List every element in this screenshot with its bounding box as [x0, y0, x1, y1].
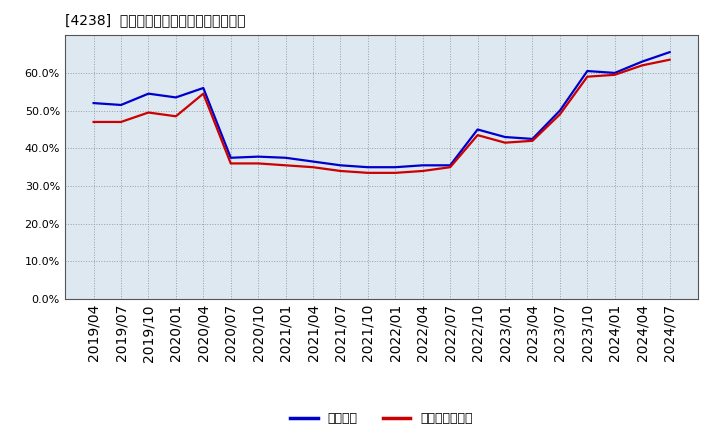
- 固定長期適合率: [144, 110, 153, 115]
- 固定比率: [665, 50, 674, 55]
- 固定長期適合率: [418, 169, 427, 174]
- 固定長期適合率: [583, 74, 592, 79]
- 固定長期適合率: [391, 170, 400, 176]
- 固定長期適合率: [528, 138, 537, 143]
- 固定比率: [254, 154, 263, 159]
- 固定比率: [117, 103, 125, 108]
- 固定長期適合率: [446, 165, 454, 170]
- 固定比率: [473, 127, 482, 132]
- 固定長期適合率: [309, 165, 318, 170]
- 固定長期適合率: [638, 63, 647, 68]
- 固定比率: [336, 163, 345, 168]
- 固定比率: [528, 136, 537, 142]
- 固定長期適合率: [473, 132, 482, 138]
- 固定比率: [89, 100, 98, 106]
- 固定比率: [226, 155, 235, 161]
- 固定長期適合率: [282, 163, 290, 168]
- Legend: 固定比率, 固定長期適合率: 固定比率, 固定長期適合率: [285, 407, 478, 430]
- Line: 固定比率: 固定比率: [94, 52, 670, 167]
- 固定長期適合率: [611, 72, 619, 77]
- 固定比率: [418, 163, 427, 168]
- 固定長期適合率: [556, 112, 564, 117]
- 固定比率: [583, 68, 592, 73]
- 固定長期適合率: [171, 114, 180, 119]
- 固定比率: [638, 59, 647, 64]
- 固定長期適合率: [117, 119, 125, 125]
- 固定長期適合率: [665, 57, 674, 62]
- 固定長期適合率: [254, 161, 263, 166]
- 固定比率: [364, 165, 372, 170]
- 固定長期適合率: [89, 119, 98, 125]
- 固定比率: [171, 95, 180, 100]
- 固定長期適合率: [500, 140, 509, 145]
- 固定比率: [611, 70, 619, 76]
- 固定比率: [309, 159, 318, 164]
- 固定比率: [144, 91, 153, 96]
- 固定比率: [556, 108, 564, 113]
- 固定比率: [282, 155, 290, 161]
- 固定比率: [500, 134, 509, 139]
- Line: 固定長期適合率: 固定長期適合率: [94, 60, 670, 173]
- 固定長期適合率: [364, 170, 372, 176]
- 固定長期適合率: [199, 91, 207, 96]
- Text: [4238]  固定比率、固定長期適合率の推移: [4238] 固定比率、固定長期適合率の推移: [65, 13, 246, 27]
- 固定比率: [199, 85, 207, 91]
- 固定長期適合率: [336, 169, 345, 174]
- 固定比率: [446, 163, 454, 168]
- 固定比率: [391, 165, 400, 170]
- 固定長期適合率: [226, 161, 235, 166]
